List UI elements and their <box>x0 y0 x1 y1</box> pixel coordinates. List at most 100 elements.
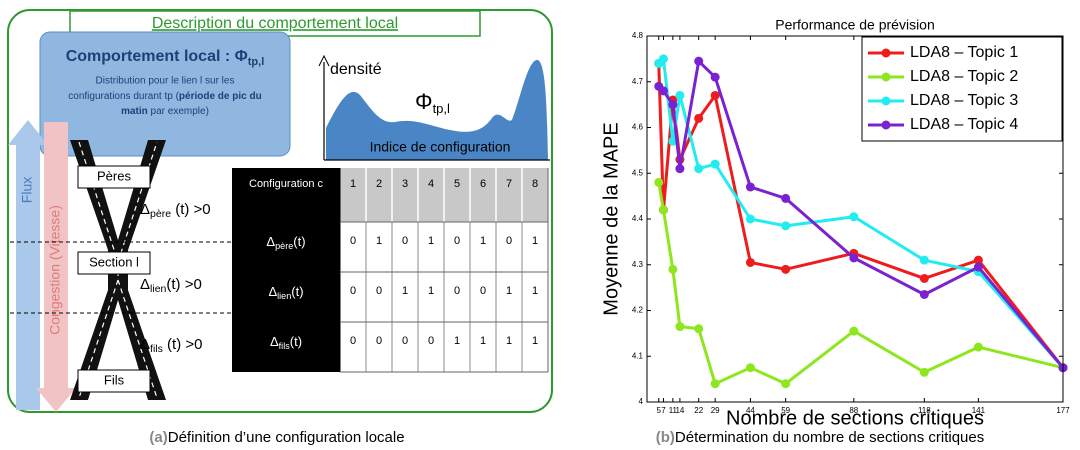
phi-label: Φtp,l <box>415 89 450 117</box>
x-tick-label: 11 <box>669 406 678 415</box>
table-row-label: Δfils(t) <box>270 334 302 351</box>
series-marker <box>781 193 791 203</box>
legend-label: LDA8 – Topic 3 <box>910 92 1018 109</box>
table-cell: 1 <box>506 285 512 297</box>
series-marker <box>745 182 755 192</box>
series-marker <box>919 367 929 377</box>
delta-sub: père <box>150 208 171 220</box>
flux-label: Flux <box>19 177 35 203</box>
table-cell: 1 <box>532 235 538 247</box>
density-y-arrow <box>318 54 330 67</box>
delta-sub: lien <box>150 283 167 295</box>
series-marker <box>668 136 678 146</box>
series-marker <box>919 289 929 299</box>
table-column-label: 8 <box>532 178 538 190</box>
caption-b: (b)Détermination du nombre de sections c… <box>656 429 984 446</box>
y-tick-label: 4.5 <box>632 168 644 177</box>
series-marker <box>973 342 983 352</box>
delta-sub: lien <box>277 291 291 301</box>
series-marker <box>710 72 720 82</box>
flux-arrow <box>8 120 48 410</box>
density-x-label: Indice de configuration <box>370 139 511 155</box>
y-tick-label: 4.7 <box>632 77 644 86</box>
behaviour-title-main: Comportement local : Φ <box>66 48 248 65</box>
series-marker <box>745 363 755 373</box>
behaviour-title-sub: tp,l <box>248 56 265 68</box>
series-marker <box>745 214 755 224</box>
table-cell: 1 <box>376 235 382 247</box>
legend-marker <box>881 96 891 106</box>
table-column-label: 4 <box>428 178 434 190</box>
y-axis-label: Moyenne de la MAPE <box>600 122 622 315</box>
series-marker <box>694 56 704 66</box>
x-tick-label: 59 <box>781 406 790 415</box>
x-tick-label: 14 <box>675 406 684 415</box>
delta-suffix: (t) <box>290 334 302 349</box>
legend-marker <box>881 120 891 130</box>
series-marker <box>668 264 678 274</box>
table-cell: 0 <box>454 235 460 247</box>
table-cell: 0 <box>350 235 356 247</box>
caption-a: (a)Définition d’une configuration locale <box>149 429 404 446</box>
series-marker <box>658 205 668 215</box>
phi-symbol: Φ <box>415 89 433 114</box>
series-marker <box>781 379 791 389</box>
behaviour-desc-bold-2: matin <box>121 106 148 117</box>
behaviour-desc-1: Distribution pour le lien l sur les <box>96 76 235 87</box>
table-column-label: 7 <box>506 178 512 190</box>
series-marker <box>919 273 929 283</box>
delta-suffix: (t) >0 <box>166 276 201 293</box>
x-tick-label: 22 <box>694 406 703 415</box>
series-marker <box>745 257 755 267</box>
x-tick-label: 29 <box>711 406 720 415</box>
delta-symbol: Δ <box>140 201 150 218</box>
series-marker <box>781 264 791 274</box>
delta-symbol: Δ <box>268 284 277 299</box>
density-area <box>326 59 548 160</box>
x-tick-label: 5 <box>657 406 662 415</box>
series-marker <box>694 324 704 334</box>
table-column-label: 6 <box>480 178 486 190</box>
legend-marker <box>881 72 891 82</box>
behaviour-desc-end: par exemple) <box>148 106 209 117</box>
series-marker <box>849 212 859 222</box>
behaviour-desc-3: matin par exemple) <box>121 106 209 117</box>
x-tick-label: 7 <box>661 406 666 415</box>
delta-sub: fils <box>279 341 291 351</box>
behaviour-box <box>39 31 291 157</box>
table-cell: 1 <box>454 335 460 347</box>
caption-a-tag: (a) <box>149 429 167 446</box>
table-cell: 1 <box>480 335 486 347</box>
series-marker <box>675 322 685 332</box>
y-tick-label: 4.2 <box>632 306 644 315</box>
section-label: Section l <box>89 254 139 269</box>
table-cell: 1 <box>402 285 408 297</box>
table-label-column <box>232 168 340 372</box>
parents-label: Pères <box>97 168 131 183</box>
behaviour-title: Comportement local : Φtp,l <box>66 48 265 68</box>
series-marker <box>694 113 704 123</box>
series-line <box>657 182 1064 386</box>
table-cell: 1 <box>428 285 434 297</box>
series-marker <box>658 54 668 64</box>
table-cell: 1 <box>532 335 538 347</box>
line-chart: Performance de prévision Nombre de sectio… <box>600 17 1070 430</box>
y-tick-label: 4.6 <box>632 123 644 132</box>
delta-sub: père <box>275 241 293 251</box>
y-tick-label: 4 <box>639 397 644 406</box>
section-box <box>77 251 151 275</box>
delta-suffix: (t) <box>293 234 305 249</box>
x-tick-label: 141 <box>972 406 986 415</box>
series-marker <box>658 86 668 96</box>
series-marker <box>849 253 859 263</box>
table-cell: 0 <box>350 335 356 347</box>
series-marker <box>710 379 720 389</box>
table-cell: 1 <box>532 285 538 297</box>
delta-annotation: Δfils (t) >0 <box>140 336 202 355</box>
series-marker <box>675 164 685 174</box>
panel-frame <box>7 9 553 413</box>
series-marker <box>973 262 983 272</box>
